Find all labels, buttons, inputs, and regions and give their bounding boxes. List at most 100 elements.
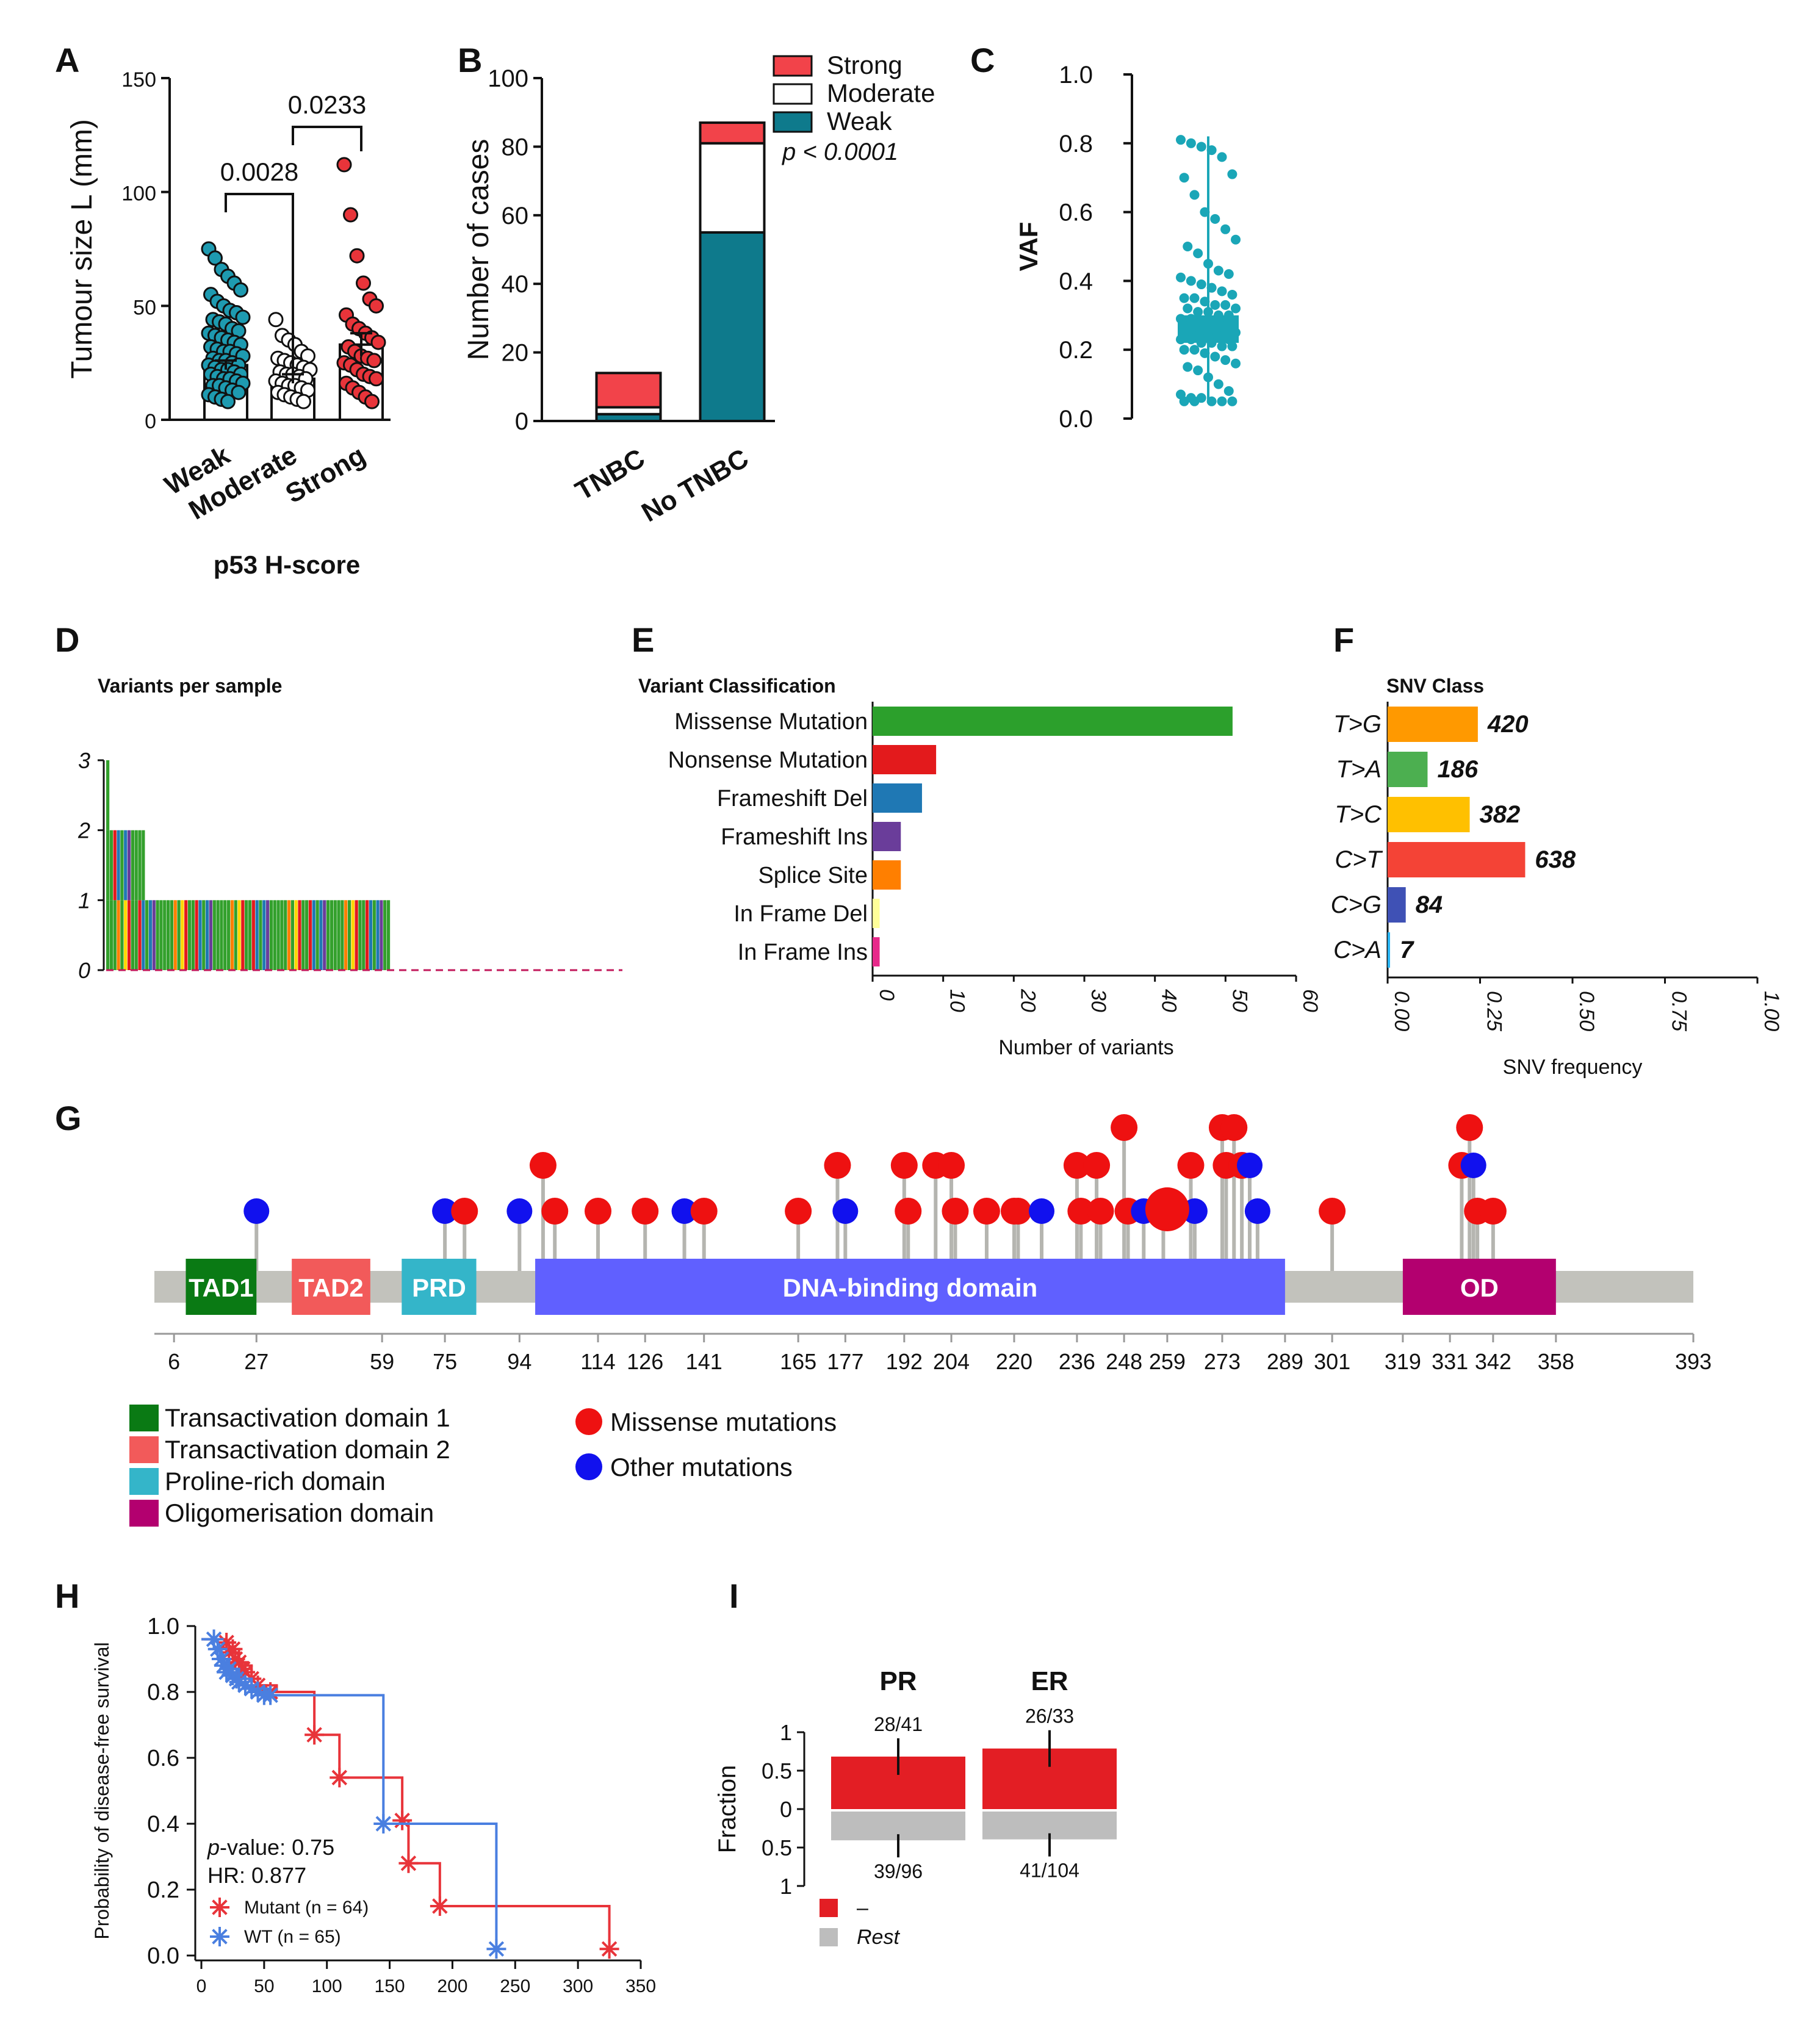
missense-marker [1177, 1152, 1205, 1179]
sample-bar [113, 900, 117, 970]
sample-bar [380, 900, 383, 970]
x-tick-label: 300 [563, 1976, 593, 1996]
censor-marker [486, 1939, 506, 1959]
sample-bar [145, 900, 149, 970]
category-label: PR [879, 1666, 917, 1696]
sample-bar [241, 900, 245, 970]
sample-bar [298, 900, 301, 970]
data-point [1179, 396, 1189, 406]
position-label: 273 [1204, 1349, 1241, 1374]
x-tick-label: 10 [946, 989, 969, 1012]
data-point [1206, 145, 1217, 156]
comparison-bracket [225, 193, 294, 377]
position-label: 331 [1432, 1349, 1468, 1374]
censor-marker [219, 1659, 239, 1679]
sample-bar [184, 900, 188, 970]
data-point [370, 334, 386, 350]
censor-marker [330, 1768, 350, 1788]
censor-marker [261, 1685, 281, 1705]
y-axis-title: Number of cases [463, 139, 495, 361]
bar-segment-strong [595, 372, 662, 409]
other-marker [671, 1198, 697, 1224]
sample-bar [117, 830, 120, 901]
data-point [1196, 142, 1206, 152]
sample-bar [195, 900, 198, 970]
sample-bar [284, 900, 287, 970]
censor-marker [304, 1725, 325, 1745]
data-point [366, 353, 382, 369]
y-tick-label: 3 [78, 748, 90, 773]
sample-bar [248, 900, 252, 970]
missense-marker-large [1145, 1187, 1189, 1231]
bar [873, 860, 901, 890]
y-tick-label: 0 [515, 408, 528, 435]
y-tick-label: 50 [133, 296, 156, 319]
legend-swatch [129, 1436, 159, 1463]
x-tick-label: 20 [1016, 988, 1039, 1012]
sample-bar [156, 900, 159, 970]
data-point [1183, 362, 1193, 372]
missense-marker [1067, 1198, 1095, 1225]
domain-label: DNA-binding domain [783, 1273, 1038, 1302]
x-tick-label: 0.50 [1575, 991, 1598, 1031]
x-axis-title: SNV frequency [1503, 1056, 1643, 1079]
data-point [1189, 190, 1200, 200]
data-point [1193, 365, 1203, 376]
censor-marker [223, 1639, 243, 1659]
data-point [1179, 173, 1189, 183]
y-tick-label: 0.6 [147, 1746, 179, 1771]
other-marker [1236, 1153, 1263, 1178]
censor-marker [430, 1896, 450, 1916]
x-tick-label: 150 [375, 1976, 405, 1996]
sample-bar [220, 900, 223, 970]
sample-bar [181, 900, 184, 970]
y-tick-label: 1.0 [1059, 62, 1093, 88]
sample-bar [269, 900, 273, 970]
x-tick-label: 40 [1158, 989, 1181, 1012]
data-point [1227, 396, 1238, 406]
domain [292, 1259, 370, 1315]
position-label: 289 [1267, 1349, 1303, 1374]
sample-bar [152, 900, 156, 970]
data-point [1206, 396, 1217, 406]
data-point [1220, 300, 1231, 310]
x-tick-label: 30 [1087, 989, 1110, 1012]
data-point [1200, 297, 1210, 307]
panel-label-g: G [55, 1099, 82, 1137]
x-tick-label: 0.25 [1483, 991, 1506, 1031]
data-point [1223, 310, 1234, 320]
other-marker [506, 1198, 533, 1224]
censor-marker [211, 1649, 231, 1669]
position-label: 259 [1149, 1349, 1186, 1374]
data-point [1217, 341, 1227, 351]
missense-marker [541, 1198, 569, 1225]
data-point [220, 394, 236, 409]
sample-bar [251, 900, 255, 970]
domain [186, 1259, 257, 1315]
x-tick-label: 0.00 [1390, 991, 1413, 1031]
x-tick-label: 0 [875, 989, 898, 1001]
y-tick-label: 0 [78, 958, 90, 983]
x-tick-label: 250 [500, 1976, 530, 1996]
position-label: 236 [1059, 1349, 1095, 1374]
data-point [1176, 135, 1186, 145]
data-point [1206, 337, 1217, 348]
missense-marker [942, 1198, 969, 1225]
data-point [1220, 224, 1231, 234]
domain-label: PRD [412, 1273, 466, 1302]
bar [1388, 932, 1390, 968]
data-point [1217, 396, 1227, 406]
legend-label: – [857, 1896, 868, 1920]
position-label: 59 [370, 1349, 394, 1374]
sample-bar [120, 900, 124, 970]
sample-bar [245, 900, 248, 970]
censor-marker [229, 1672, 249, 1692]
x-tick-label: 50 [1228, 989, 1251, 1012]
sample-bar [131, 900, 134, 970]
data-point [1213, 310, 1223, 320]
data-point [1220, 355, 1231, 365]
data-point [1196, 279, 1206, 290]
sample-bar [206, 900, 209, 970]
sample-bar [134, 830, 138, 901]
